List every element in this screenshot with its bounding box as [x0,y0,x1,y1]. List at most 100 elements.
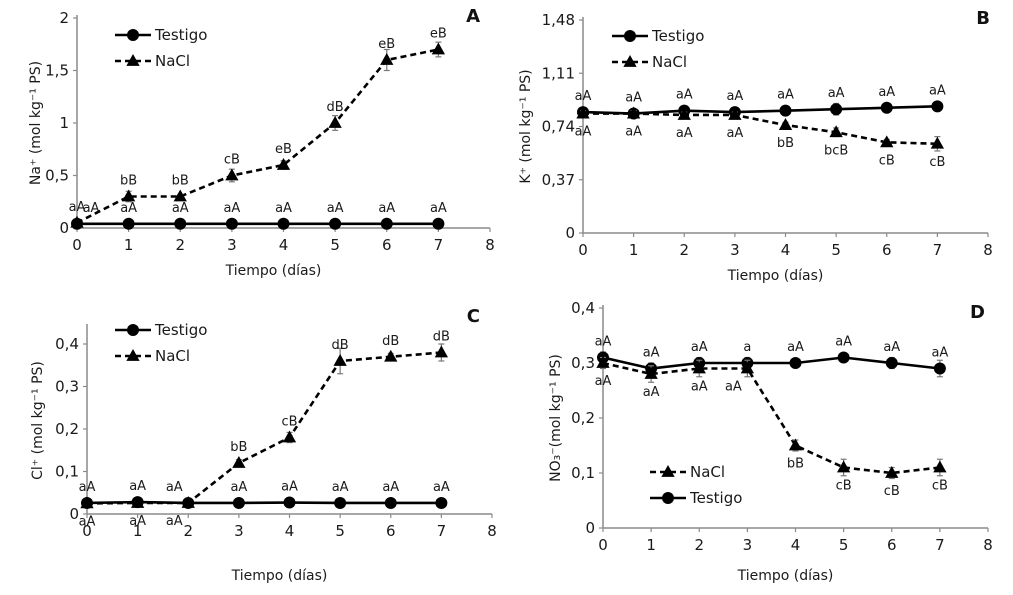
data-point-triangle [788,438,803,451]
significance-label: aA [433,480,450,495]
x-tick-label: 6 [386,522,396,540]
legend-label: NaCl [155,347,190,365]
panel-d: 0 1 2 3 4 5 6 7 8 0 0,1 0,2 0,3 0,4 Tiempo (días) NO₃⁻(… [548,299,993,584]
legend-label: NaCl [155,52,190,70]
significance-label: aA [835,335,852,350]
panel-b: 0 1 2 3 4 5 6 7 8 0 0,37 0,74 1,11 1,48 Tiempo (días) K… [518,8,993,284]
significance-label: aA [129,479,146,494]
x-tick-label: 8 [487,522,497,540]
data-point-triangle [333,354,347,366]
data-point-triangle [121,189,136,202]
y-tick-label: 1,5 [45,62,69,80]
panel-a: 0 1 2 3 4 5 6 7 8 0 0,5 1 1,5 2 Tiempo (días) Na⁺ (mol … [28,6,495,279]
data-point-circle [880,101,893,114]
data-point-triangle [130,495,145,508]
x-tick-label: 4 [791,536,801,554]
x-tick-label: 0 [72,236,82,254]
y-tick-label: 0,3 [55,378,79,396]
data-point-triangle [644,367,658,379]
series-nacl: aA aA aA aA bB cB cB cB [595,356,948,499]
legend: Testigo NaCl [115,321,207,365]
panel-letter: A [466,6,480,27]
legend-item-testigo: Testigo [612,27,704,45]
y-tick-label: 0,3 [571,354,595,372]
significance-label: aA [327,201,344,216]
significance-label: cB [224,153,240,168]
y-tick-label: 0,4 [571,299,595,317]
x-tick-label: 2 [175,236,185,254]
data-point-triangle [181,495,195,508]
legend-item-nacl: NaCl [115,347,190,365]
panel-letter: B [976,8,990,29]
panel-c: 0 1 2 3 4 5 6 7 8 0 0,1 0,2 0,3 0,4 Tiempo (días) Cl⁺ (… [30,306,497,584]
x-tick-label: 1 [646,536,656,554]
significance-label: bB [172,174,189,189]
legend-label: NaCl [652,53,687,71]
data-point-circle [174,217,187,230]
data-point-triangle [677,107,691,120]
y-tick-label: 0,1 [55,463,79,481]
significance-label: a [743,340,751,355]
x-tick-label: 5 [831,241,841,259]
significance-label: aA [878,85,895,100]
data-point-triangle [596,356,610,368]
x-tick-label: 7 [933,241,943,259]
data-point-circle [122,217,135,230]
data-point-circle [830,103,843,116]
series-testigo: aA aA aA aA aA aA aA aA [71,201,447,230]
legend-label: Testigo [689,489,742,507]
legend-marker-circle [662,492,674,504]
x-tick-label: 0 [578,241,588,259]
significance-label: dB [382,334,399,349]
data-point-triangle [380,53,394,65]
significance-label: aA [643,385,660,400]
data-point-circle [435,496,448,509]
data-point-triangle [836,460,851,473]
x-tick-label: 1 [133,522,143,540]
y-tick-label: 0,1 [571,464,595,482]
legend: Testigo NaCl [115,26,207,70]
testigo-line [602,356,941,370]
significance-label: aA [223,201,240,216]
data-point-circle [329,217,342,230]
data-point-circle [277,217,290,230]
data-point-circle [779,104,792,117]
significance-label: aA [726,89,743,104]
significance-label: cB [281,415,297,430]
data-point-triangle [232,456,246,468]
data-point-circle [380,217,393,230]
data-point-circle [931,100,944,113]
significance-label: aA [382,480,399,495]
data-point-triangle [885,466,899,478]
x-tick-label: 3 [730,241,740,259]
data-point-triangle [431,42,446,55]
data-point-triangle [930,136,945,149]
x-tick-label: 8 [983,536,993,554]
y-axis-title: NO₃⁻(mol kg⁻¹ PS) [548,354,564,482]
legend: NaCl Testigo [650,463,742,507]
x-tick-label: 1 [124,236,134,254]
legend-label: NaCl [690,463,725,481]
significance-label: aA [883,340,900,355]
significance-label: cB [836,479,852,494]
significance-label: aA [120,201,137,216]
significance-label: aA [172,201,189,216]
legend-item-testigo: Testigo [115,321,207,339]
data-point-triangle [740,361,755,374]
significance-label: bB [787,457,804,472]
significance-label: aA [575,89,592,104]
series-nacl: aA aA aA bB cB dB dB dB [79,330,450,530]
significance-label: aA [166,480,183,495]
x-tick-label: 3 [227,236,237,254]
x-tick-label: 2 [183,522,193,540]
data-point-triangle [778,118,793,130]
significance-label: dB [433,330,450,345]
series-nacl: aA bB bB cB eB dB eB eB [69,27,447,228]
legend-marker-triangle [126,54,140,66]
data-point-circle [789,357,802,369]
significance-label: aA [676,126,693,141]
panel-letter: D [970,302,985,323]
x-tick-label: 7 [434,236,444,254]
y-tick-label: 0 [69,505,79,523]
panel-letter: C [467,306,480,327]
